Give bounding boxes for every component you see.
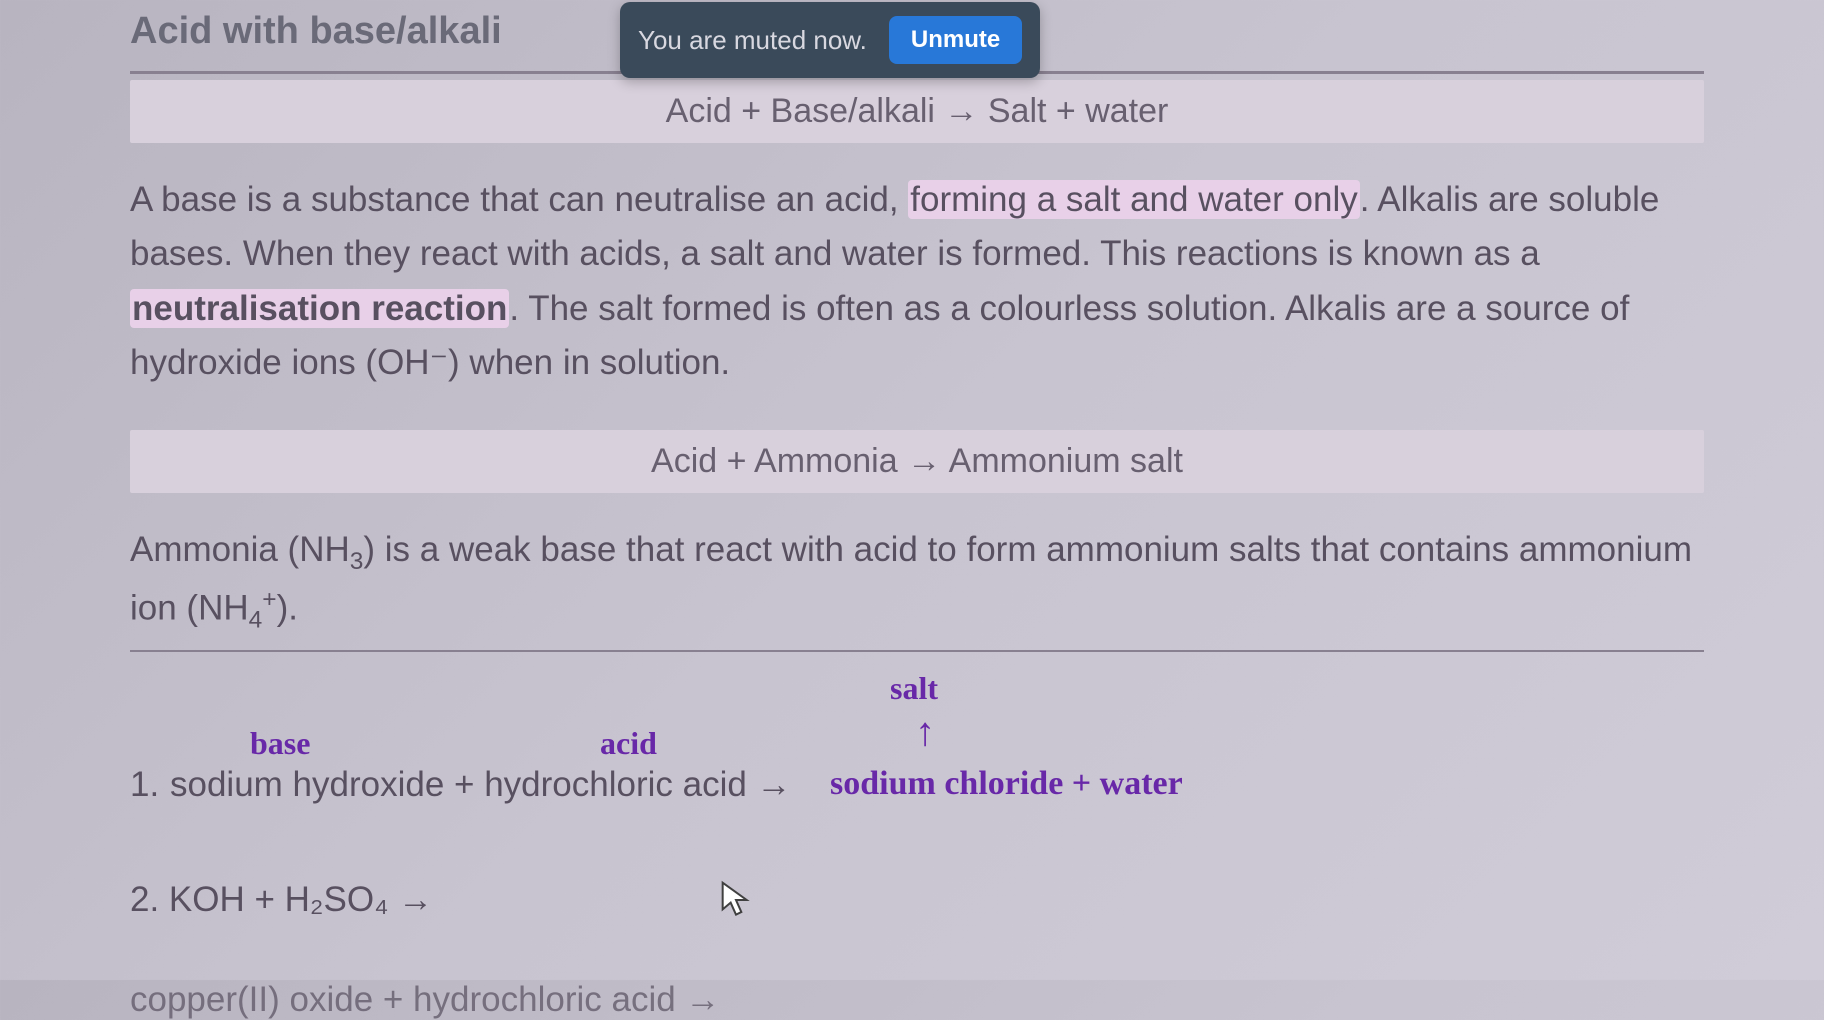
arrow-up-icon: ↑ — [915, 710, 935, 755]
mute-notification: You are muted now. Unmute — [620, 2, 1040, 78]
unmute-button[interactable]: Unmute — [889, 16, 1022, 64]
paragraph-base-definition: A base is a substance that can neutralis… — [130, 173, 1704, 390]
annotation-acid: acid — [600, 725, 657, 762]
question-3: copper(II) oxide + hydrochloric acid → — [130, 980, 1704, 1020]
mute-message: You are muted now. — [638, 25, 867, 56]
equation-acid-base: Acid + Base/alkali → Salt + water — [130, 80, 1704, 143]
text-segment: ) is a weak base that react with acid to… — [130, 530, 1692, 628]
annotation-salt: salt — [890, 670, 938, 707]
subscript: 4 — [249, 607, 263, 634]
annotation-base: base — [250, 725, 310, 762]
text-segment: ). — [277, 589, 298, 628]
text-segment: Ammonia (NH — [130, 530, 350, 569]
text-segment: A base is a substance that can neutralis… — [130, 180, 908, 219]
equation-acid-ammonia: Acid + Ammonia → Ammonium salt — [130, 430, 1704, 493]
subscript: 3 — [350, 548, 364, 575]
title-row: Acid with base/alkali You are muted now.… — [130, 10, 1704, 71]
highlight-salt-water: forming a salt and water only — [908, 180, 1359, 219]
cursor-icon — [720, 880, 752, 925]
section-title: Acid with base/alkali — [130, 10, 502, 71]
highlight-neutralisation: neutralisation reaction — [130, 289, 509, 328]
annotation-product: sodium chloride + water — [830, 765, 1183, 803]
document-page: Acid with base/alkali You are muted now.… — [0, 0, 1824, 1020]
worked-examples: salt ↑ base acid 1. sodium hydroxide + h… — [130, 670, 1704, 920]
question-2: 2. KOH + H₂SO₄ → — [130, 880, 433, 920]
superscript: + — [262, 586, 276, 613]
paragraph-ammonia: Ammonia (NH3) is a weak base that react … — [130, 523, 1704, 652]
question-1-number: 1. — [130, 765, 159, 805]
question-1-text: sodium hydroxide + hydrochloric acid → — [170, 765, 792, 805]
